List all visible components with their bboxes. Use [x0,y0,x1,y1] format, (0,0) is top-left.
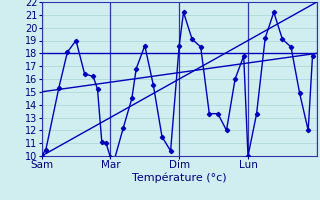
X-axis label: Température (°c): Température (°c) [132,173,227,183]
